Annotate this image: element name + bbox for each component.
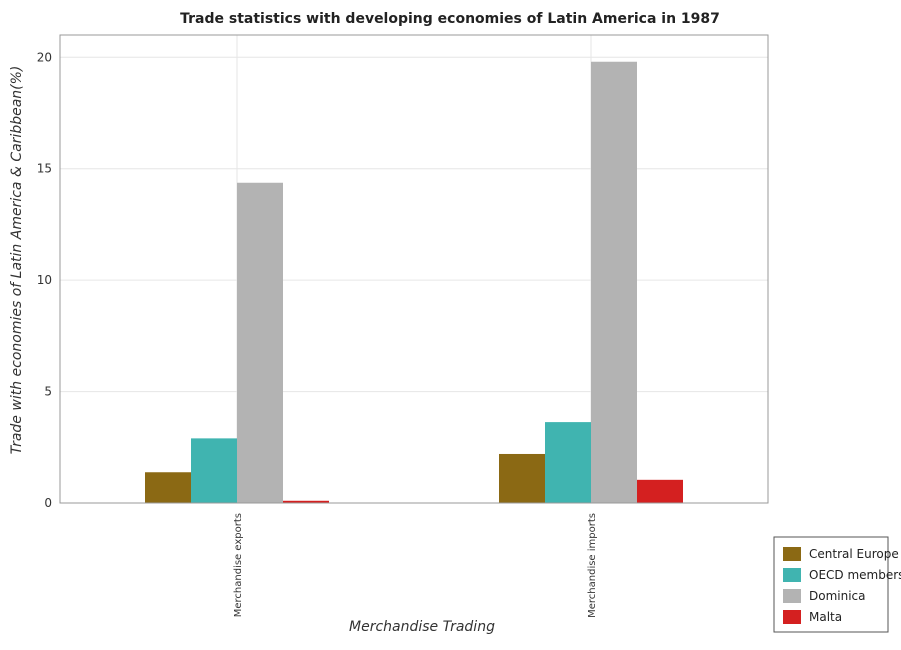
bar-central-europe-0	[145, 472, 191, 503]
legend-swatch	[783, 610, 801, 624]
legend-label: Dominica	[809, 589, 866, 603]
bar-central-europe-1	[499, 453, 545, 503]
legend-swatch	[783, 547, 801, 561]
x-axis-ticks: Merchandise exports Merchandise imports	[233, 513, 598, 618]
y-tick-label: 0	[44, 496, 52, 510]
bar-dominica-1	[591, 61, 637, 503]
chart-title: Trade statistics with developing economi…	[180, 11, 720, 27]
y-tick-label: 10	[37, 273, 52, 287]
x-axis-label: Merchandise Trading	[349, 619, 495, 635]
x-tick-label: Merchandise imports	[587, 513, 598, 618]
y-tick-label: 15	[37, 162, 52, 176]
legend-label: Malta	[809, 610, 842, 624]
bar-oecd-members-0	[191, 438, 237, 503]
bars	[145, 61, 683, 504]
y-tick-label: 5	[44, 385, 52, 399]
bar-dominica-0	[237, 182, 283, 504]
y-axis-label: Trade with economies of Latin America & …	[9, 66, 25, 455]
x-tick-label: Merchandise exports	[233, 513, 244, 617]
legend: Central Europe OECD members Dominica Malta	[773, 536, 901, 633]
y-axis-ticks: 0 5 10 15 20	[37, 50, 52, 510]
bar-oecd-members-1	[545, 422, 591, 503]
legend-swatch	[783, 568, 801, 582]
bar-malta-1	[637, 479, 683, 503]
legend-label: OECD members	[809, 568, 901, 582]
legend-swatch	[783, 589, 801, 603]
gridlines	[60, 35, 768, 504]
legend-label: Central Europe	[809, 547, 899, 561]
bar-malta-0	[283, 500, 329, 503]
y-tick-label: 20	[37, 50, 52, 64]
plot-frame	[59, 34, 769, 504]
